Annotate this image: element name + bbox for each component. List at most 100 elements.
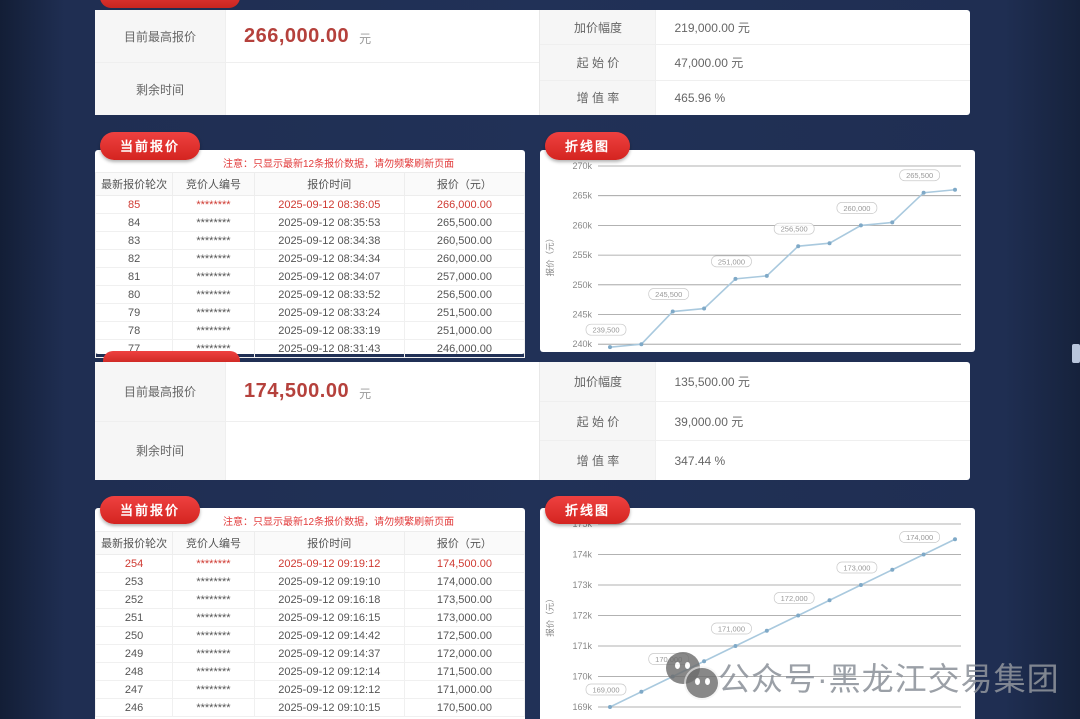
bid-cell: 2025-09-12 09:19:10 <box>253 572 405 591</box>
y-tick-label: 250k <box>572 280 592 290</box>
data-label-pill <box>711 622 752 635</box>
bid-cell: ******** <box>172 303 255 322</box>
data-label-pill <box>585 683 627 696</box>
col-time: 报价时间 <box>253 531 405 555</box>
bid-cell: 2025-09-12 08:35:53 <box>253 213 405 232</box>
bid-table-row: 81 ******** 2025-09-12 08:34:07 257,000.00 <box>94 267 526 286</box>
y-tick-label: 169k <box>572 702 592 712</box>
bid-cell: ******** <box>172 608 255 627</box>
bid-cell: ******** <box>172 680 255 699</box>
lot1-summary-left: 目前最高报价 266,000.00 元 剩余时间 <box>95 10 540 115</box>
time-left-row: 剩余时间 <box>95 63 539 115</box>
bid-cell: 2025-09-12 09:14:42 <box>253 626 405 645</box>
y-tick-label: 240k <box>572 339 592 349</box>
bid-table-row: 248 ******** 2025-09-12 09:12:14 171,500.00 <box>94 662 526 681</box>
bid-cell: 2025-09-12 08:33:19 <box>253 321 405 340</box>
bid-cell: 253 <box>94 572 174 591</box>
y-axis-title: 报价（元） <box>545 234 555 277</box>
bid-cell: 83 <box>94 231 174 250</box>
y-tick-label: 260k <box>572 220 592 230</box>
data-point <box>670 674 675 679</box>
bid-cell: 249 <box>94 644 174 663</box>
data-label-pill <box>836 561 878 574</box>
bid-cell: 2025-09-12 08:33:24 <box>253 303 405 322</box>
bid-cell: 250 <box>94 626 174 645</box>
time-left-label: 剩余时间 <box>95 421 226 480</box>
increment-label: 加价幅度 <box>540 362 657 401</box>
increment-value: 135,500.00 元 <box>674 374 750 389</box>
lot1-summary-right: 加价幅度 219,000.00 元 起 始 价 47,000.00 元 增 值 … <box>539 10 970 115</box>
highest-bid-value-cell: 174,500.00 元 <box>226 362 539 421</box>
current-bids-badge: 当前报价 <box>100 132 201 160</box>
time-left-row: 剩余时间 <box>95 421 539 480</box>
data-label: 245,500 <box>655 290 682 299</box>
bid-cell: 266,000.00 <box>403 195 526 214</box>
data-label: 171,000 <box>718 625 745 634</box>
bid-cell: 170,500.00 <box>403 698 526 717</box>
bid-table-row: 78 ******** 2025-09-12 08:33:19 251,000.00 <box>94 321 526 340</box>
lot1-summary-panel: 目前最高报价 266,000.00 元 剩余时间 加价幅度 219,000.00… <box>95 10 970 115</box>
highest-bid-value: 174,500.00 <box>244 379 350 402</box>
highest-bid-unit: 元 <box>359 386 372 401</box>
bid-cell: 251 <box>94 608 174 627</box>
bid-table-header: 最新报价轮次 竞价人编号 报价时间 报价（元） <box>94 531 526 555</box>
rate-row: 增 值 率 347.44 % <box>540 441 970 481</box>
data-point <box>827 241 832 246</box>
data-point <box>702 306 707 311</box>
col-round: 最新报价轮次 <box>94 172 174 196</box>
bid-cell: 2025-09-12 08:34:38 <box>253 231 405 250</box>
start-price-label: 起 始 价 <box>540 401 657 441</box>
bid-cell: 2025-09-12 09:12:12 <box>253 680 405 699</box>
data-point <box>890 567 895 572</box>
bid-table-row: 253 ******** 2025-09-12 09:19:10 174,000.00 <box>94 572 526 591</box>
bid-table-row: 82 ******** 2025-09-12 08:34:34 260,000.00 <box>94 249 526 268</box>
lot1-bid-panel: 注意：只显示最新12条报价数据，请勿频繁刷新页面 最新报价轮次 竞价人编号 报价… <box>94 150 526 358</box>
bid-cell: 246,000.00 <box>403 339 526 358</box>
lot2-line-chart: 175k 174k 173k 172k 171k 170k 169k 报价（元） 169,000… <box>545 519 961 712</box>
bid-cell: ******** <box>172 644 255 663</box>
bid-cell: ******** <box>172 698 255 717</box>
bid-cell: ******** <box>172 249 255 268</box>
bid-cell: 260,000.00 <box>403 249 526 268</box>
bid-cell: 80 <box>94 285 174 304</box>
col-round: 最新报价轮次 <box>94 531 174 555</box>
data-label-pill <box>773 222 815 235</box>
start-price-label: 起 始 价 <box>540 45 657 80</box>
data-label: 251,000 <box>718 257 745 266</box>
data-label-pill <box>648 288 690 300</box>
bid-cell: 174,500.00 <box>403 554 526 573</box>
data-point <box>921 190 926 195</box>
data-label: 260,000 <box>843 204 870 213</box>
rate-value: 465.96 % <box>674 90 726 105</box>
bid-cell: 252 <box>94 590 174 609</box>
bid-cell: 171,000.00 <box>403 680 526 699</box>
highest-bid-value-cell: 266,000.00 元 <box>226 10 539 62</box>
y-tick-label: 265k <box>572 191 592 201</box>
rate-row: 增 值 率 465.96 % <box>540 80 970 115</box>
bid-cell: ******** <box>172 195 255 214</box>
increment-row: 加价幅度 135,500.00 元 <box>540 362 970 402</box>
data-point <box>921 552 926 557</box>
data-point <box>796 244 801 249</box>
bid-table-row: 246 ******** 2025-09-12 09:10:15 170,500.00 <box>94 698 526 717</box>
bid-cell: 247 <box>94 680 174 699</box>
bid-cell: 2025-09-12 09:19:12 <box>253 554 405 573</box>
increment-label: 加价幅度 <box>540 10 657 45</box>
data-label: 172,000 <box>781 594 808 603</box>
bid-cell: ******** <box>172 662 255 681</box>
lot1-chart-panel: 270k 265k 260k 255k 250k 245k 240k 报价（元） 239,500… <box>540 150 975 352</box>
scrollbar-thumb[interactable] <box>1072 344 1080 363</box>
bid-cell: 172,500.00 <box>403 626 526 645</box>
bid-table-row: 84 ******** 2025-09-12 08:35:53 265,500.00 <box>94 213 526 232</box>
bid-cell: 2025-09-12 08:36:05 <box>253 195 405 214</box>
time-left-value <box>226 63 539 115</box>
data-point <box>827 598 832 603</box>
data-point <box>639 342 644 347</box>
bid-cell: ******** <box>172 572 255 591</box>
lot2-summary-panel: 目前最高报价 174,500.00 元 剩余时间 加价幅度 135,500.00… <box>95 362 970 481</box>
increment-value: 219,000.00 元 <box>674 20 750 35</box>
col-price: 报价（元） <box>403 531 526 555</box>
bid-cell: ******** <box>172 267 255 286</box>
refresh-note: 注意：只显示最新12条报价数据，请勿频繁刷新页面 <box>223 517 455 528</box>
